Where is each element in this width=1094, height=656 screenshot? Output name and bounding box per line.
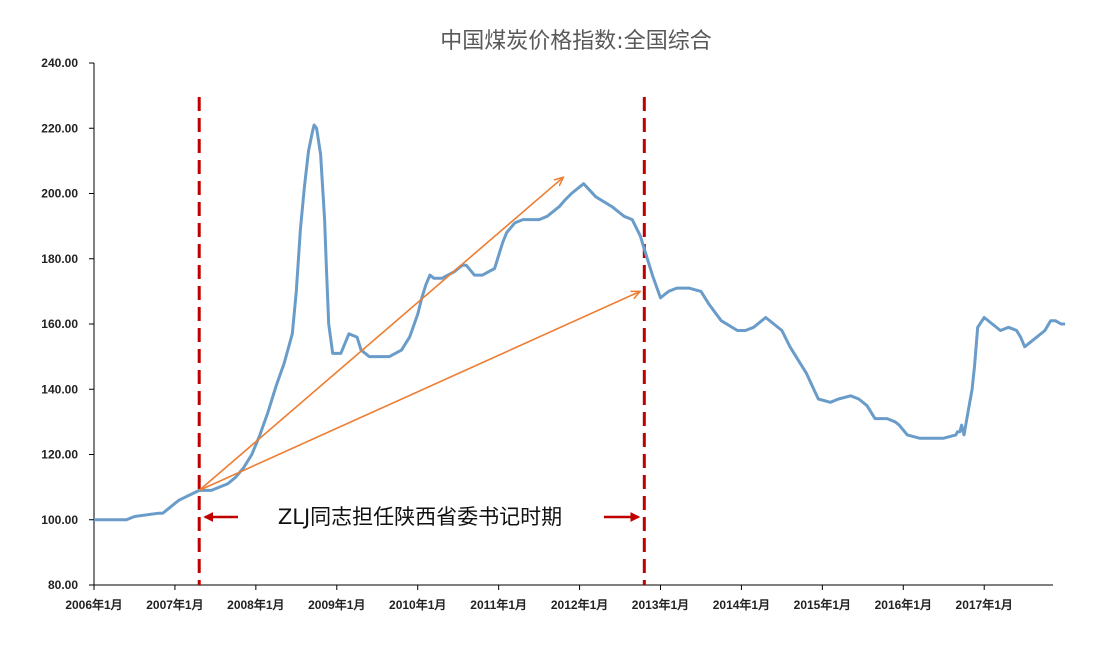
axes: 80.00 100.00 120.00 140.00 160.00 180.00 200.0… xyxy=(41,56,1053,612)
y-tick-label: 120.00 xyxy=(41,448,78,462)
y-tick-label: 160.00 xyxy=(41,317,78,331)
y-tick-label: 80.00 xyxy=(48,578,78,592)
y-tick-label: 220.00 xyxy=(41,121,78,135)
x-tick-label: 2007年1月 xyxy=(146,597,203,612)
trend-arrow xyxy=(198,177,563,491)
trend-arrows xyxy=(198,177,640,492)
x-tick-label: 2010年1月 xyxy=(389,597,446,612)
x-tick-label: 2008年1月 xyxy=(227,597,284,612)
coal-index-line xyxy=(94,123,1066,522)
chart-title: 中国煤炭价格指数:全国综合 xyxy=(440,29,711,54)
annotation-group: ZLJ同志担任陕西省委书记时期 xyxy=(203,505,641,529)
y-tick-label: 200.00 xyxy=(41,187,78,201)
x-tick-label: 2009年1月 xyxy=(308,597,365,612)
x-tick-label: 2016年1月 xyxy=(875,597,932,612)
x-tick-label: 2012年1月 xyxy=(551,597,608,612)
x-tick-label: 2017年1月 xyxy=(956,597,1013,612)
series-layer xyxy=(94,123,1066,522)
x-tick-label: 2013年1月 xyxy=(632,597,689,612)
x-tick-label: 2015年1月 xyxy=(794,597,851,612)
x-tick-label: 2014年1月 xyxy=(713,597,770,612)
y-tick-label: 100.00 xyxy=(41,513,78,527)
tenure-annotation: ZLJ同志担任陕西省委书记时期 xyxy=(278,505,562,529)
x-tick-label: 2006年1月 xyxy=(65,597,122,612)
x-tick-label: 2011年1月 xyxy=(470,597,527,612)
y-tick-label: 180.00 xyxy=(41,252,78,266)
y-tick-label: 140.00 xyxy=(41,382,78,396)
tenure-markers xyxy=(197,97,646,585)
trend-arrow xyxy=(198,291,640,492)
y-tick-label: 240.00 xyxy=(41,56,78,70)
